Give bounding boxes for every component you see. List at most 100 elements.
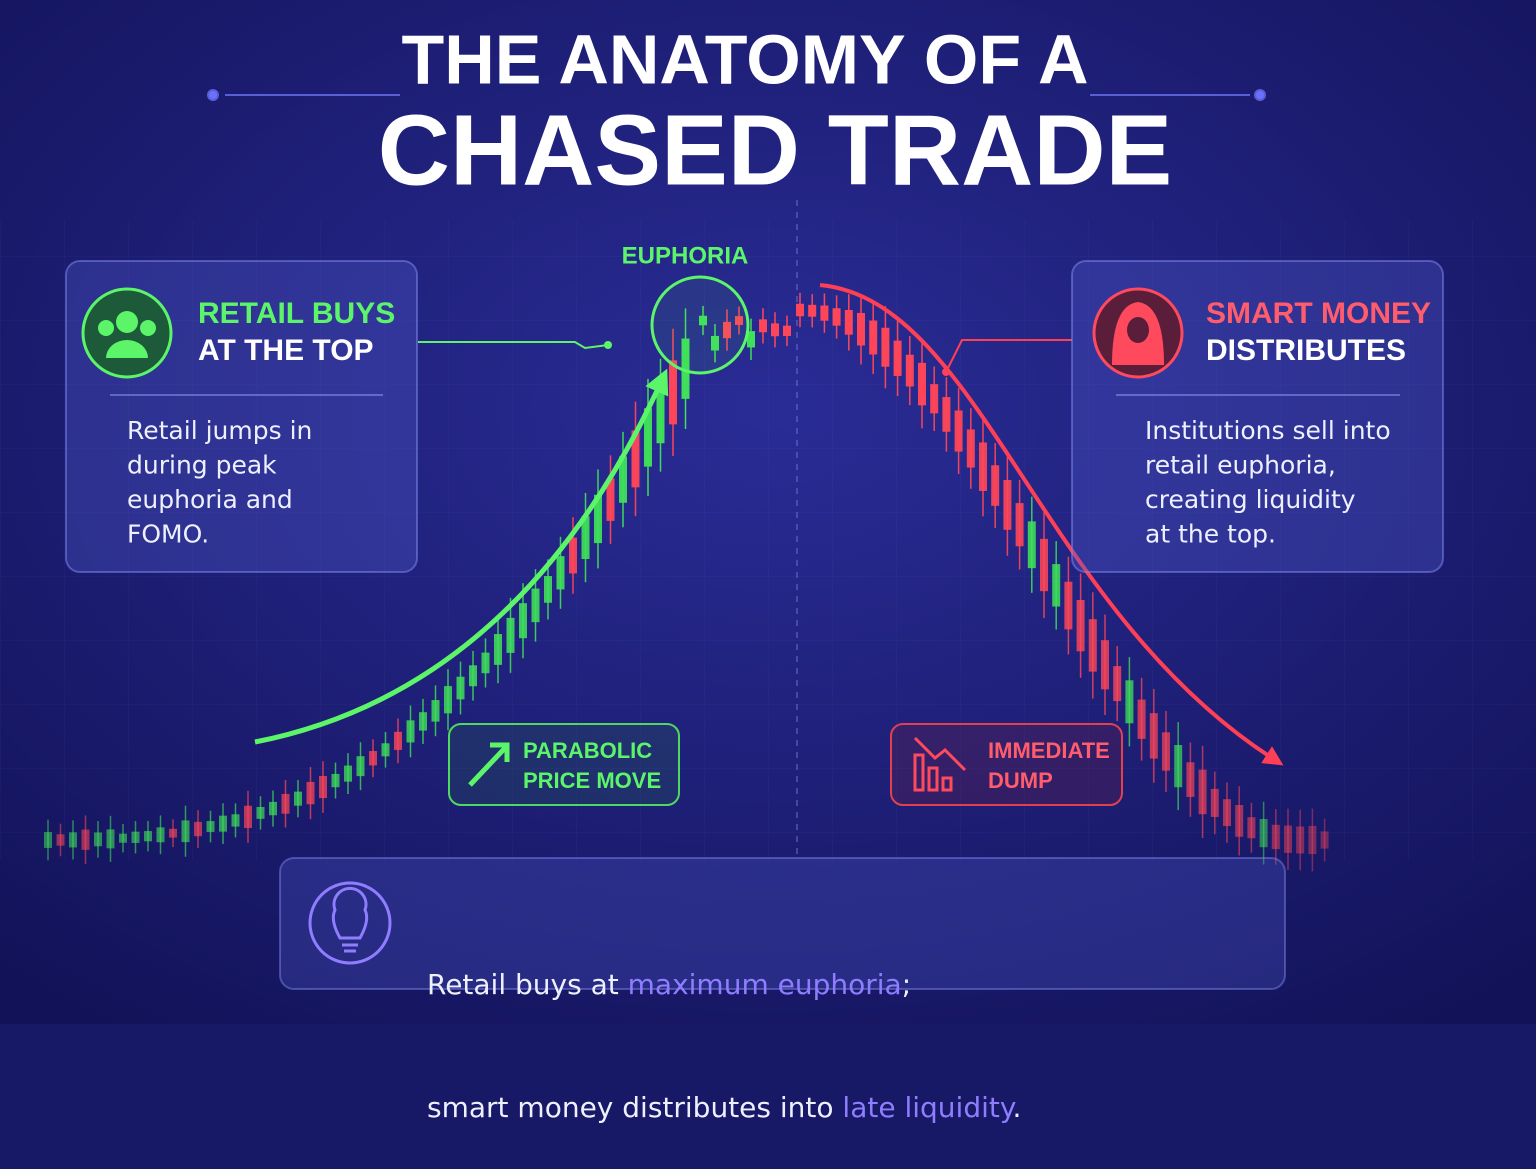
candle xyxy=(954,410,963,452)
page: THE ANATOMY OF A CHASED TRADE EUPHORIA R… xyxy=(0,0,1536,1124)
text: Retail buys at xyxy=(427,968,628,1001)
card-body-line: during peak xyxy=(127,451,277,480)
candle xyxy=(1101,640,1109,690)
card-title: RETAIL BUYS xyxy=(198,297,395,330)
candle xyxy=(419,712,427,731)
candle xyxy=(669,360,677,425)
candle xyxy=(783,325,791,336)
candle xyxy=(1137,699,1146,739)
candle xyxy=(331,773,340,788)
candle xyxy=(506,617,515,653)
candle xyxy=(356,756,365,777)
card-body-line: Retail jumps in xyxy=(127,416,312,445)
card-body-line: Institutions sell into xyxy=(1145,416,1391,445)
candle xyxy=(219,815,227,832)
highlight: late liquidity xyxy=(842,1091,1013,1124)
candle xyxy=(106,829,115,849)
card-body-line: at the top. xyxy=(1145,520,1276,549)
candle xyxy=(796,303,804,317)
card-title: AT THE TOP xyxy=(198,334,374,367)
candle xyxy=(94,832,102,847)
peak-label: EUPHORIA xyxy=(622,242,749,269)
candle xyxy=(456,676,465,700)
card-body-line: FOMO. xyxy=(127,520,209,549)
candle xyxy=(231,814,240,827)
candle xyxy=(1210,788,1219,817)
candle xyxy=(169,828,177,838)
candle xyxy=(394,731,402,750)
text: . xyxy=(1012,1091,1022,1124)
candle xyxy=(918,362,926,406)
candle xyxy=(857,312,865,346)
candle xyxy=(1259,818,1268,848)
candle xyxy=(1186,762,1195,797)
candle xyxy=(594,494,602,544)
candle xyxy=(481,652,490,674)
candle xyxy=(1162,732,1170,771)
candle xyxy=(771,323,779,337)
badge-text: IMMEDIATE xyxy=(988,738,1110,763)
candle xyxy=(531,588,540,623)
candle xyxy=(1271,824,1280,850)
fall-badge: IMMEDIATE DUMP xyxy=(890,723,1123,806)
footer-line: Retail buys at maximum euphoria; xyxy=(427,964,1021,1005)
text: ; xyxy=(901,968,912,1001)
candle xyxy=(444,686,452,714)
left-card: RETAIL BUYS AT THE TOP Retail jumps in du… xyxy=(65,260,418,573)
candle xyxy=(881,327,890,367)
candle xyxy=(556,556,565,590)
candle xyxy=(644,408,652,467)
candle xyxy=(991,465,1000,506)
candle xyxy=(406,720,415,743)
card-body-line: retail euphoria, xyxy=(1145,451,1336,480)
candle xyxy=(1076,599,1085,652)
candle xyxy=(294,791,302,806)
candle xyxy=(1174,744,1183,788)
candle xyxy=(181,820,190,843)
candle xyxy=(699,315,707,326)
text: smart money distributes into xyxy=(427,1091,843,1124)
candle xyxy=(1125,680,1134,724)
candle xyxy=(131,831,140,843)
candle xyxy=(905,354,914,387)
footer-line: smart money distributes into late liquid… xyxy=(427,1087,1021,1128)
candle xyxy=(723,321,731,339)
candle xyxy=(759,319,767,333)
infographic: THE ANATOMY OF A CHASED TRADE EUPHORIA R… xyxy=(0,0,1536,1024)
candle xyxy=(1308,825,1317,855)
title-rules xyxy=(207,89,1266,101)
candle xyxy=(69,832,77,848)
card-body-line: euphoria and xyxy=(127,485,293,514)
candle xyxy=(81,829,90,850)
footer-text: Retail buys at maximum euphoria; smart m… xyxy=(427,882,1021,1169)
right-connector-dot xyxy=(942,368,950,376)
candle xyxy=(494,634,502,665)
candle xyxy=(1235,805,1244,837)
card-title: SMART MONEY xyxy=(1206,297,1431,330)
candle xyxy=(119,833,127,843)
candle xyxy=(344,765,352,782)
candle xyxy=(56,834,65,846)
candle xyxy=(832,308,841,326)
candle xyxy=(844,310,853,335)
candle xyxy=(256,806,265,819)
candle xyxy=(1015,503,1024,547)
candle xyxy=(606,478,615,521)
candle xyxy=(820,305,829,321)
left-connector-dot xyxy=(604,341,612,349)
fall-arrow xyxy=(819,283,1284,766)
candles xyxy=(44,292,1329,872)
candle xyxy=(144,831,152,842)
candle xyxy=(1149,713,1158,759)
candle xyxy=(1052,564,1061,607)
badge-text: DUMP xyxy=(988,768,1053,793)
rise-badge: PARABOLIC PRICE MOVE xyxy=(448,723,680,806)
candle xyxy=(869,320,878,355)
left-connector xyxy=(418,341,609,350)
candle xyxy=(381,743,390,757)
candle xyxy=(44,832,52,848)
peak-circle xyxy=(650,275,750,375)
candle xyxy=(808,304,817,317)
badge-text: PRICE MOVE xyxy=(523,768,661,793)
candle xyxy=(1284,825,1292,853)
